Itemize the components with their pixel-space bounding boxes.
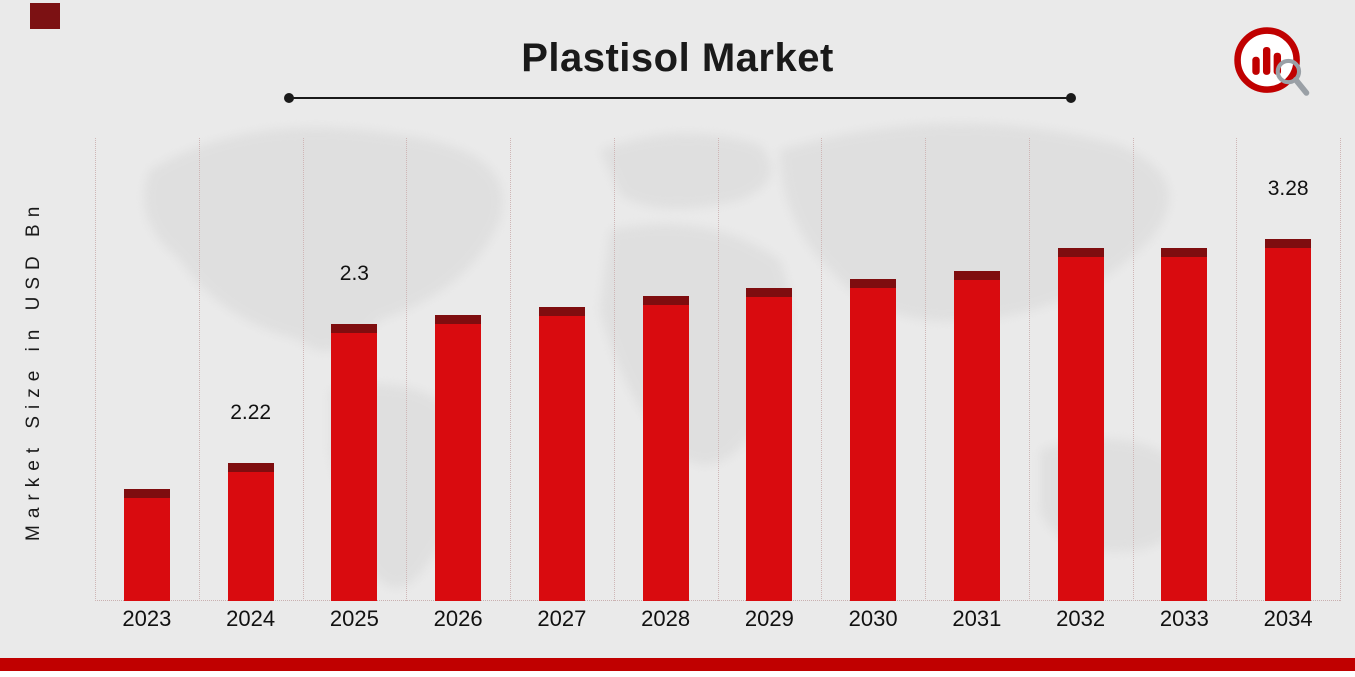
bar-value-label: 2.22 xyxy=(230,401,272,424)
x-axis-label-2033: 2033 xyxy=(1159,606,1209,631)
bar-cap xyxy=(331,324,378,333)
market-research-logo-icon xyxy=(1231,24,1313,106)
bar-column-2032 xyxy=(1057,138,1104,601)
bar-cap xyxy=(1161,248,1208,257)
bar-2031 xyxy=(953,271,1000,601)
bar-column-2034: 3.28 xyxy=(1265,138,1312,601)
bar-cap xyxy=(850,279,897,288)
vertical-gridline xyxy=(821,138,823,601)
bar-2029 xyxy=(746,288,793,601)
bar-2023 xyxy=(123,489,170,601)
bar-cap xyxy=(642,296,689,305)
y-axis-label: Market Size in USD Bn xyxy=(23,199,44,541)
bar-cap xyxy=(538,307,585,316)
vertical-gridline xyxy=(613,138,615,601)
bar-column-2028 xyxy=(642,138,689,601)
bar-2032 xyxy=(1057,248,1104,601)
footer-white-strip xyxy=(0,671,1355,677)
bar-cap xyxy=(1057,248,1104,257)
footer-accent-bar xyxy=(0,658,1355,671)
bar-column-2026 xyxy=(435,138,482,601)
x-axis-label-2032: 2032 xyxy=(1056,606,1106,631)
vertical-gridline xyxy=(302,138,304,601)
vertical-gridline xyxy=(1236,138,1238,601)
x-axis-label-2034: 2034 xyxy=(1263,606,1313,631)
bar-2028 xyxy=(642,296,689,601)
bar-column-2024: 2.22 xyxy=(227,138,274,601)
x-axis-label-2031: 2031 xyxy=(952,606,1002,631)
bar-chart-plot: 2.22 2.3 3.28 xyxy=(95,138,1341,601)
vertical-gridline xyxy=(406,138,408,601)
bar-column-2029 xyxy=(746,138,793,601)
bar-column-2033 xyxy=(1161,138,1208,601)
vertical-gridline xyxy=(510,138,511,601)
x-axis-label-2027: 2027 xyxy=(537,606,587,631)
bar-2030 xyxy=(850,279,897,601)
bar-cap xyxy=(227,463,274,472)
vertical-gridline xyxy=(198,138,200,601)
bar-column-2027 xyxy=(538,138,585,601)
x-axis-labels: 2023 2024 2025 2026 2027 2028 2029 2030 2031 2032… xyxy=(95,606,1340,642)
x-axis-label-2028: 2028 xyxy=(641,606,691,631)
bar-column-2023 xyxy=(123,138,170,601)
vertical-gridline xyxy=(1340,138,1341,601)
title-underline xyxy=(284,93,1076,103)
vertical-gridline xyxy=(925,138,926,601)
vertical-gridline xyxy=(1132,138,1134,601)
bar-2024 xyxy=(227,463,274,601)
x-axis-label-2025: 2025 xyxy=(329,606,379,631)
underline-right-dot-icon xyxy=(1066,93,1076,103)
bar-cap xyxy=(123,489,170,498)
bar-column-2030 xyxy=(850,138,897,601)
bar-column-2031 xyxy=(953,138,1000,601)
bar-value-label: 3.28 xyxy=(1267,177,1309,200)
bar-2027 xyxy=(538,307,585,601)
corner-accent-square xyxy=(30,3,60,29)
bar-value-label: 2.3 xyxy=(339,262,369,285)
x-axis-label-2029: 2029 xyxy=(744,606,794,631)
bar-2026 xyxy=(435,315,482,601)
x-axis-label-2030: 2030 xyxy=(848,606,898,631)
bar-column-2025: 2.3 xyxy=(331,138,378,601)
x-axis-label-2026: 2026 xyxy=(433,606,483,631)
bar-2034 xyxy=(1265,239,1312,601)
bar-2025 xyxy=(331,324,378,601)
vertical-gridline xyxy=(1028,138,1030,601)
chart-title: Plastisol Market xyxy=(521,36,834,80)
bar-cap xyxy=(746,288,793,297)
underline-left-dot-icon xyxy=(284,93,294,103)
vertical-gridline xyxy=(95,138,96,601)
vertical-gridline xyxy=(717,138,719,601)
bar-cap xyxy=(435,315,482,324)
x-axis-label-2023: 2023 xyxy=(122,606,172,631)
bar-cap xyxy=(953,271,1000,280)
bar-2033 xyxy=(1161,248,1208,601)
bar-cap xyxy=(1265,239,1312,248)
x-axis-label-2024: 2024 xyxy=(226,606,276,631)
